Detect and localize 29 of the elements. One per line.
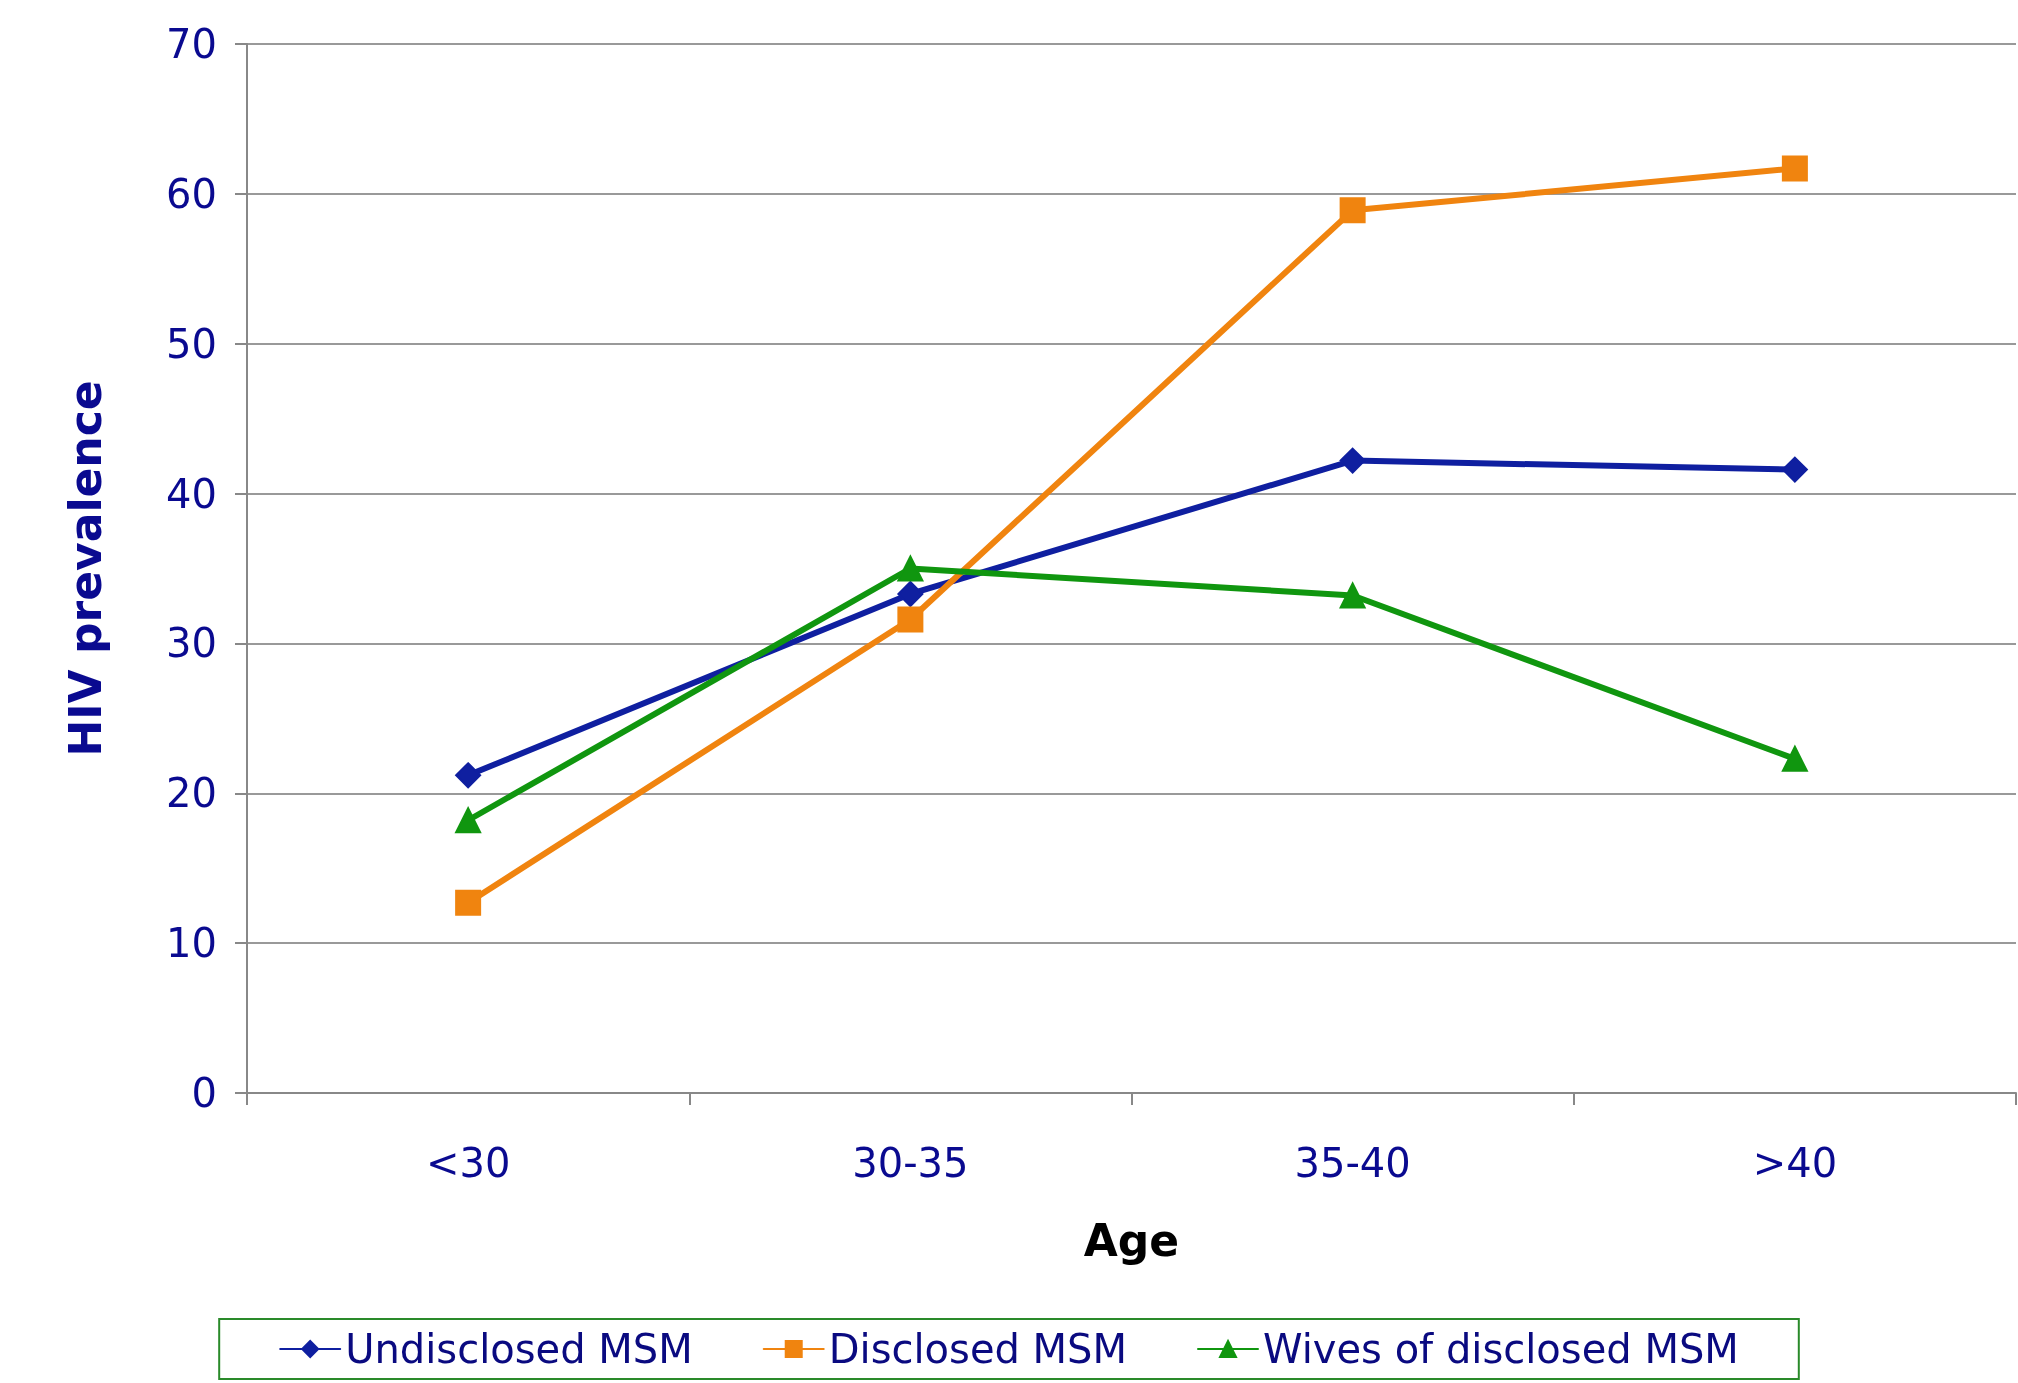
y-tick-label: 40	[166, 470, 217, 517]
point	[1339, 197, 1366, 224]
point	[1781, 745, 1808, 772]
point	[1339, 582, 1366, 609]
legend-label: Disclosed MSM	[828, 1326, 1128, 1372]
y-tick-label: 20	[166, 770, 217, 817]
x-tick-label: 35-40	[1294, 1140, 1411, 1186]
x-tick-label: >40	[1752, 1140, 1838, 1186]
y-tick-label: 30	[166, 620, 217, 667]
y-tick-label: 70	[166, 21, 217, 67]
point	[1339, 447, 1366, 474]
x-axis-title: Age	[1083, 1214, 1180, 1266]
y-axis-title: HIV prevalence	[59, 380, 111, 757]
x-tick-label: 30-35	[852, 1140, 969, 1186]
legend-label: Undisclosed MSM	[345, 1326, 693, 1372]
point	[897, 555, 924, 582]
point	[1781, 155, 1808, 182]
y-tick-label: 10	[166, 920, 217, 967]
point	[455, 762, 482, 789]
y-tick-label: 50	[166, 320, 217, 367]
point	[455, 889, 482, 916]
y-tick-label: 60	[166, 170, 217, 217]
y-tick-label: 0	[191, 1070, 217, 1116]
point	[455, 807, 482, 834]
point	[897, 580, 924, 607]
x-tick-label: <30	[425, 1140, 511, 1186]
point	[897, 606, 924, 633]
legend-label: Wives of disclosed MSM	[1263, 1326, 1739, 1372]
point	[1781, 456, 1808, 483]
